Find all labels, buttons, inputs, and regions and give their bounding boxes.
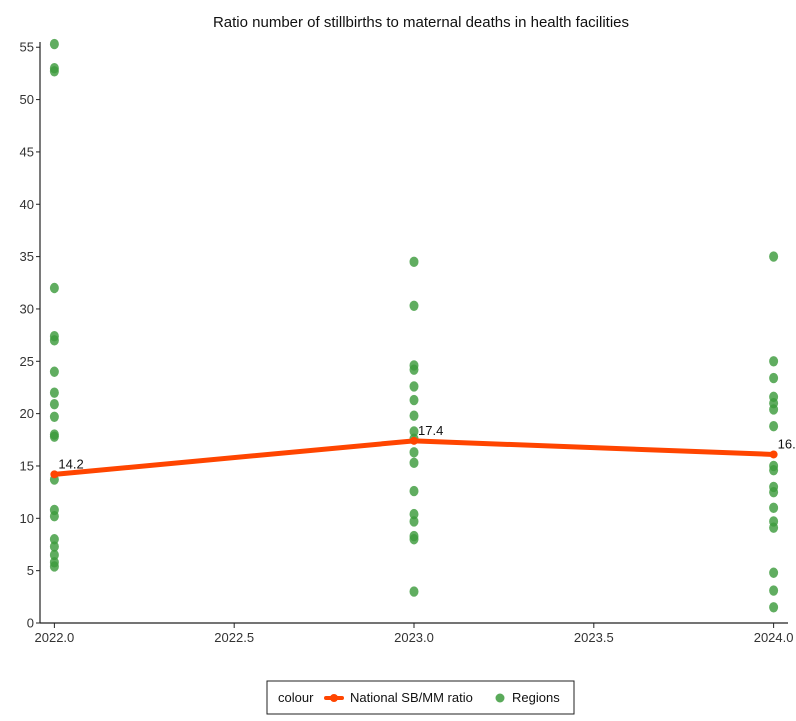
region-point [49,38,59,50]
region-point [409,586,419,597]
legend-title: colour [278,690,314,705]
region-point [769,602,779,613]
region-point [409,381,419,392]
national-ratio-point [410,436,418,445]
region-point [769,464,779,476]
region-point [409,508,419,520]
x-tick-label: 2023.5 [574,630,614,645]
region-point [769,420,779,432]
region-point [769,404,779,415]
region-point [49,431,59,442]
national-ratio-label: 17.4 [418,423,443,438]
legend-label-regions: Regions [512,690,560,705]
legend-label-national: National SB/MM ratio [350,690,473,705]
x-tick-label: 2024.0 [754,630,794,645]
region-point [49,282,59,294]
x-tick-label: 2022.0 [35,630,75,645]
region-point [769,502,779,514]
region-point [49,541,59,552]
legend-box [266,680,575,715]
national-ratio-label: 14.2 [58,456,83,471]
region-point [409,300,419,312]
region-point [49,561,59,572]
region-point [409,485,419,497]
region-point [49,66,59,77]
national-ratio-line [51,438,777,477]
x-tick-label: 2022.5 [214,630,254,645]
region-point [409,534,419,545]
region-point [409,457,419,469]
region-point [409,256,419,268]
region-point [769,356,779,367]
region-point [409,447,419,458]
y-tick-label: 55 [20,40,34,55]
y-tick-label: 40 [20,197,34,212]
region-point [409,516,419,527]
region-point [49,366,59,377]
y-tick-label: 50 [20,92,34,107]
region-point [409,410,419,421]
region-point [49,387,59,398]
y-tick-label: 5 [27,563,34,578]
y-tick-label: 20 [20,406,34,421]
region-point [409,364,419,375]
y-tick-label: 30 [20,301,34,316]
region-point [49,511,59,522]
region-point [49,534,59,545]
region-point [769,567,779,578]
legend-line-swatch-point [330,694,338,702]
y-tick-label: 25 [20,354,34,369]
national-ratio-point [769,450,778,459]
chart-title: Ratio number of stillbirths to maternal … [213,14,629,31]
y-tick-label: 45 [20,144,34,159]
y-tick-label: 0 [27,616,34,631]
y-tick-label: 35 [20,249,34,264]
x-tick-label: 2023.0 [394,630,434,645]
region-points [49,38,779,613]
region-point [49,335,59,346]
region-point [769,251,779,262]
y-tick-label: 10 [20,511,34,526]
region-point [769,585,779,596]
legend-point-swatch [495,693,505,703]
legend: colour National SB/MM ratio Regions [266,680,575,715]
y-tick-label: 15 [20,458,34,473]
region-point [769,522,779,533]
national-ratio-point [50,470,59,479]
region-point [769,372,779,384]
region-point [49,549,59,561]
region-point [49,411,59,422]
region-point [409,426,419,437]
region-point [409,394,419,406]
national-line [50,436,778,479]
national-ratio-label: 16.1 [778,436,796,451]
data-labels: 14.2 17.4 16.1 [58,423,796,471]
region-point [49,399,59,410]
region-point [769,486,779,498]
axes: 0 5 10 15 20 25 30 35 40 45 50 55 2022.0 2022.5 2023.0… [20,40,794,645]
